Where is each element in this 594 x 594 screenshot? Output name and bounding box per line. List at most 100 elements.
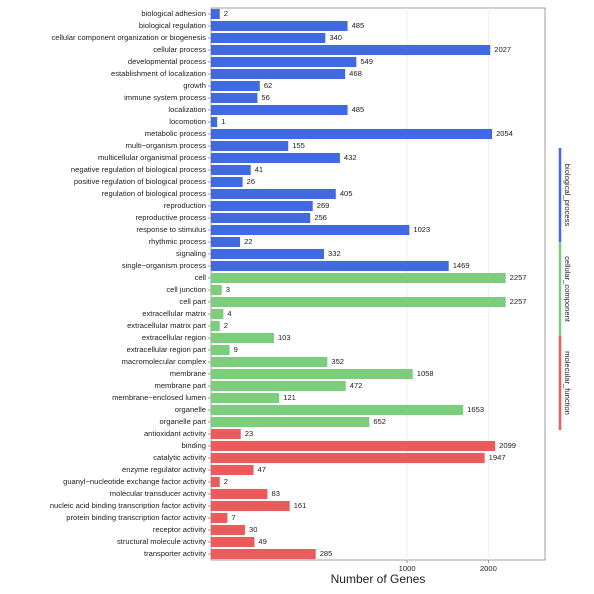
value-label: 2099 (499, 441, 516, 450)
bar (211, 20, 348, 32)
bar (211, 284, 222, 296)
y-tick-label: locomotion (169, 117, 206, 126)
y-tick-label: regulation of biological process (102, 189, 206, 198)
bar (211, 404, 464, 416)
value-label: 485 (352, 105, 365, 114)
bar (211, 464, 254, 476)
y-tick-label: reproduction (164, 201, 206, 210)
bar (211, 8, 220, 20)
value-label: 1 (221, 117, 225, 126)
bar (211, 164, 251, 176)
value-label: 1023 (413, 225, 430, 234)
value-label: 121 (283, 393, 296, 402)
y-tick-label: establishment of localization (111, 69, 206, 78)
value-label: 485 (352, 21, 365, 30)
y-tick-label: extracellular matrix (142, 309, 206, 318)
bar (211, 476, 220, 488)
y-tick-label: single−organism process (122, 261, 206, 270)
value-label: 405 (340, 189, 353, 198)
y-tick-label: immune system process (124, 93, 206, 102)
bar (211, 248, 325, 260)
x-tick-label: 1000 (399, 564, 416, 573)
bar (211, 488, 268, 500)
value-label: 2 (224, 477, 228, 486)
y-tick-label: cell (195, 273, 207, 282)
value-label: 468 (349, 69, 362, 78)
value-label: 352 (331, 357, 344, 366)
value-label: 472 (350, 381, 363, 390)
bar (211, 368, 413, 380)
value-label: 549 (360, 57, 373, 66)
y-tick-label: negative regulation of biological proces… (71, 165, 206, 174)
y-tick-label: receptor activity (153, 525, 206, 534)
x-axis-title: Number of Genes (331, 572, 426, 586)
bar (211, 92, 258, 104)
value-label: 2 (224, 321, 228, 330)
value-label: 332 (328, 249, 341, 258)
value-label: 56 (261, 93, 269, 102)
value-label: 4 (227, 309, 231, 318)
value-label: 22 (244, 237, 252, 246)
y-tick-label: organelle part (160, 417, 207, 426)
bar (211, 104, 348, 116)
value-label: 340 (329, 33, 342, 42)
y-tick-label: molecular transducer activity (110, 489, 206, 498)
legend-label: cellular_component (563, 256, 572, 323)
value-label: 2257 (510, 297, 527, 306)
value-label: 1653 (467, 405, 484, 414)
value-label: 23 (245, 429, 253, 438)
y-tick-label: multicellular organismal process (98, 153, 206, 162)
bar (211, 128, 493, 140)
y-tick-label: biological adhesion (141, 9, 206, 18)
x-tick-label: 2000 (480, 564, 497, 573)
y-tick-label: structural molecule activity (117, 537, 206, 546)
bar (211, 416, 370, 428)
bar (211, 212, 311, 224)
y-tick-label: reproductive process (136, 213, 207, 222)
bar (211, 428, 241, 440)
bar (211, 116, 218, 128)
y-tick-label: protein binding transcription factor act… (66, 513, 206, 522)
value-label: 2027 (494, 45, 511, 54)
y-tick-label: extracellular region (142, 333, 206, 342)
y-tick-label: positive regulation of biological proces… (74, 177, 206, 186)
bar (211, 260, 449, 272)
bar (211, 344, 230, 356)
value-label: 1058 (417, 369, 434, 378)
y-tick-label: cell part (179, 297, 206, 306)
value-label: 9 (234, 345, 238, 354)
bar (211, 536, 255, 548)
bar (211, 332, 274, 344)
y-tick-label: macromolecular complex (122, 357, 207, 366)
bar (211, 272, 506, 284)
bar (211, 56, 357, 68)
y-tick-label: enzyme regulator activity (122, 465, 206, 474)
value-label: 1947 (489, 453, 506, 462)
legend-label: biological_process (563, 164, 572, 227)
value-label: 1469 (453, 261, 470, 270)
y-tick-label: membrane part (155, 381, 207, 390)
value-label: 103 (278, 333, 291, 342)
y-tick-label: nucleic acid binding transcription facto… (50, 501, 206, 510)
y-tick-label: biological regulation (139, 21, 206, 30)
y-tick-label: rhythmic process (149, 237, 207, 246)
bar (211, 296, 506, 308)
value-label: 285 (320, 549, 333, 558)
y-tick-label: catalytic activity (153, 453, 206, 462)
value-label: 2054 (496, 129, 513, 138)
bar (211, 68, 346, 80)
legend-label: molecular_function (563, 351, 572, 415)
bar (211, 356, 328, 368)
value-label: 26 (247, 177, 255, 186)
y-tick-label: developmental process (128, 57, 206, 66)
value-label: 7 (231, 513, 235, 522)
bar (211, 380, 346, 392)
y-tick-label: binding (182, 441, 207, 450)
y-tick-label: antioxidant activity (144, 429, 206, 438)
y-tick-label: extracellular region part (127, 345, 207, 354)
value-label: 155 (292, 141, 305, 150)
value-label: 432 (344, 153, 357, 162)
value-label: 83 (272, 489, 280, 498)
value-label: 62 (264, 81, 272, 90)
bar (211, 236, 241, 248)
